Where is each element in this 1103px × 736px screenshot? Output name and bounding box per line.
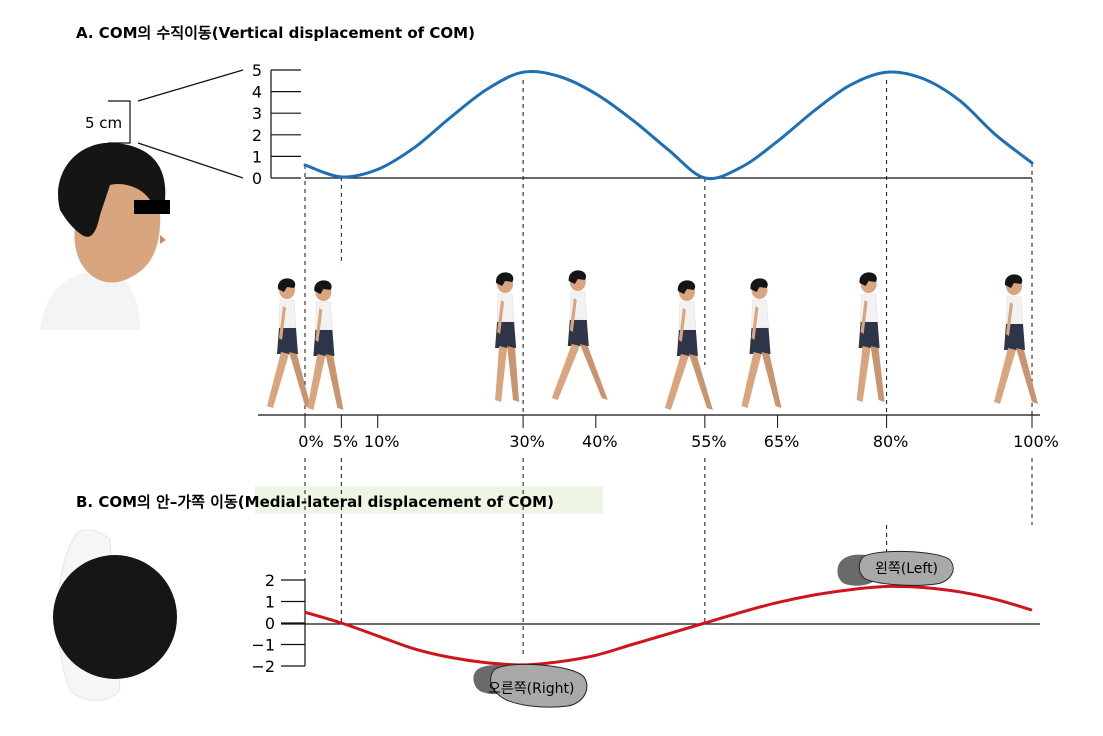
- chart-a-title: A. COM의 수직이동(Vertical displacement of CO…: [76, 24, 475, 42]
- chart-b-y-tick-label: −2: [251, 657, 275, 676]
- chart-a-y-tick-label: 3: [252, 104, 262, 123]
- title-b-highlight: [255, 486, 603, 514]
- right-footprint-label: 오른쪽(Right): [488, 681, 574, 697]
- chart-a-y-tick-label: 1: [252, 147, 262, 166]
- left-footprint: [837, 551, 954, 586]
- gait-percent-label: 65%: [764, 432, 800, 451]
- gait-percent-label: 55%: [691, 432, 727, 451]
- walker-figure: [307, 280, 344, 410]
- gait-percent-label: 80%: [873, 432, 909, 451]
- gait-percent-label: 100%: [1013, 432, 1059, 451]
- gait-percent-label: 5%: [333, 432, 358, 451]
- chart-b-y-tick-label: −1: [251, 636, 275, 655]
- chart-a-y-tick-label: 2: [252, 126, 262, 145]
- walker-figure: [856, 272, 885, 402]
- scale-bracket: [108, 69, 244, 179]
- walker-figure: [551, 270, 608, 400]
- chart-b-plot: 2 1 0 −1 −2: [251, 458, 1040, 676]
- chart-a-y-tick-label: 0: [252, 169, 262, 188]
- gait-percent-label: 0%: [298, 432, 323, 451]
- gait-percent-label: 10%: [364, 432, 400, 451]
- right-footprint: [473, 663, 588, 708]
- walking-figures: [267, 270, 1038, 410]
- walker-figure: [495, 272, 520, 402]
- walker-figure: [994, 274, 1038, 404]
- walker-figure: [741, 278, 782, 408]
- chart-a-y-tick-label: 4: [252, 83, 262, 102]
- walker-figure: [664, 280, 713, 410]
- scale-label: 5 cm: [85, 114, 122, 132]
- gait-percent-label: 40%: [582, 432, 618, 451]
- side-head-illustration: [40, 142, 170, 330]
- chart-b-y-tick-label: 2: [265, 571, 275, 590]
- chart-a-plot: 5 4 3 2 1 0: [252, 61, 1034, 415]
- lateral-com-curve: [304, 584, 1033, 667]
- top-head-illustration: [53, 529, 177, 701]
- chart-b-y-tick-label: 0: [265, 614, 275, 633]
- chart-b-y-tick-label: 1: [265, 593, 275, 612]
- chart-a-y-tick-label: 5: [252, 61, 262, 80]
- vertical-com-curve: [303, 69, 1034, 181]
- left-footprint-label: 왼쪽(Left): [875, 561, 938, 577]
- gait-percent-label: 30%: [509, 432, 545, 451]
- chart-b-title: B. COM의 안–가쪽 이동(Medial-lateral displacem…: [76, 493, 554, 511]
- walker-figure: [267, 278, 311, 408]
